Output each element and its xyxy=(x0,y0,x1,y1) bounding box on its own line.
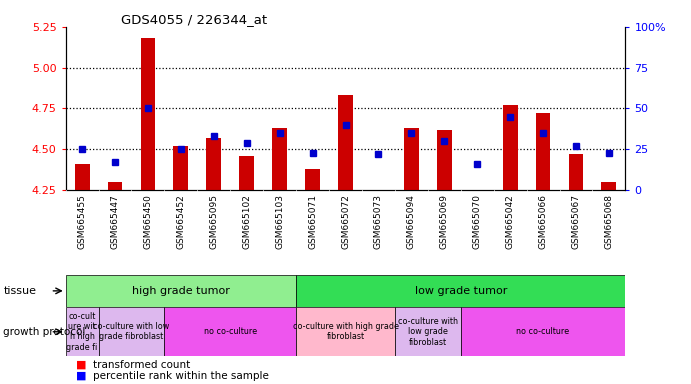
Text: low grade tumor: low grade tumor xyxy=(415,286,507,296)
Bar xyxy=(164,307,296,356)
Text: co-culture with low
grade fibroblast: co-culture with low grade fibroblast xyxy=(93,322,169,341)
Bar xyxy=(75,164,90,190)
Text: GDS4055 / 226344_at: GDS4055 / 226344_at xyxy=(121,13,267,26)
Text: GSM665102: GSM665102 xyxy=(243,194,252,249)
Text: GSM665450: GSM665450 xyxy=(144,194,153,249)
Text: ■: ■ xyxy=(76,360,86,370)
Bar xyxy=(239,156,254,190)
Text: GSM665073: GSM665073 xyxy=(374,194,383,249)
Bar xyxy=(305,169,320,190)
Bar xyxy=(461,307,625,356)
Bar xyxy=(503,105,518,190)
Text: GSM665066: GSM665066 xyxy=(538,194,547,249)
Text: GSM665447: GSM665447 xyxy=(111,194,120,249)
Bar xyxy=(108,182,122,190)
Bar xyxy=(207,138,221,190)
Text: GSM665070: GSM665070 xyxy=(473,194,482,249)
Text: GSM665094: GSM665094 xyxy=(407,194,416,249)
Text: high grade tumor: high grade tumor xyxy=(132,286,230,296)
Text: GSM665067: GSM665067 xyxy=(571,194,580,249)
Bar xyxy=(536,113,551,190)
Bar xyxy=(296,307,395,356)
Text: percentile rank within the sample: percentile rank within the sample xyxy=(93,371,269,381)
Text: no co-culture: no co-culture xyxy=(204,327,257,336)
Bar xyxy=(272,128,287,190)
Bar xyxy=(99,307,164,356)
Bar xyxy=(66,275,296,307)
Text: co-culture with high grade
fibroblast: co-culture with high grade fibroblast xyxy=(292,322,399,341)
Text: GSM665095: GSM665095 xyxy=(209,194,218,249)
Text: GSM665042: GSM665042 xyxy=(506,194,515,249)
Text: growth protocol: growth protocol xyxy=(3,327,86,337)
Bar xyxy=(338,95,353,190)
Bar xyxy=(601,182,616,190)
Text: ■: ■ xyxy=(76,371,86,381)
Text: GSM665069: GSM665069 xyxy=(439,194,448,249)
Text: transformed count: transformed count xyxy=(93,360,191,370)
Text: GSM665455: GSM665455 xyxy=(77,194,86,249)
Text: GSM665068: GSM665068 xyxy=(605,194,614,249)
Bar xyxy=(66,307,99,356)
Bar xyxy=(140,38,155,190)
Text: GSM665072: GSM665072 xyxy=(341,194,350,249)
Text: GSM665452: GSM665452 xyxy=(176,194,185,249)
Text: GSM665071: GSM665071 xyxy=(308,194,317,249)
Text: co-culture with
low grade
fibroblast: co-culture with low grade fibroblast xyxy=(398,317,458,347)
Text: co-cult
ure wit
h high
grade fi: co-cult ure wit h high grade fi xyxy=(66,312,97,352)
Bar xyxy=(437,130,452,190)
Bar xyxy=(404,128,419,190)
Bar xyxy=(395,307,461,356)
Bar xyxy=(173,146,188,190)
Bar xyxy=(296,275,625,307)
Text: no co-culture: no co-culture xyxy=(516,327,569,336)
Bar xyxy=(569,154,583,190)
Text: tissue: tissue xyxy=(3,286,37,296)
Text: GSM665103: GSM665103 xyxy=(275,194,284,249)
